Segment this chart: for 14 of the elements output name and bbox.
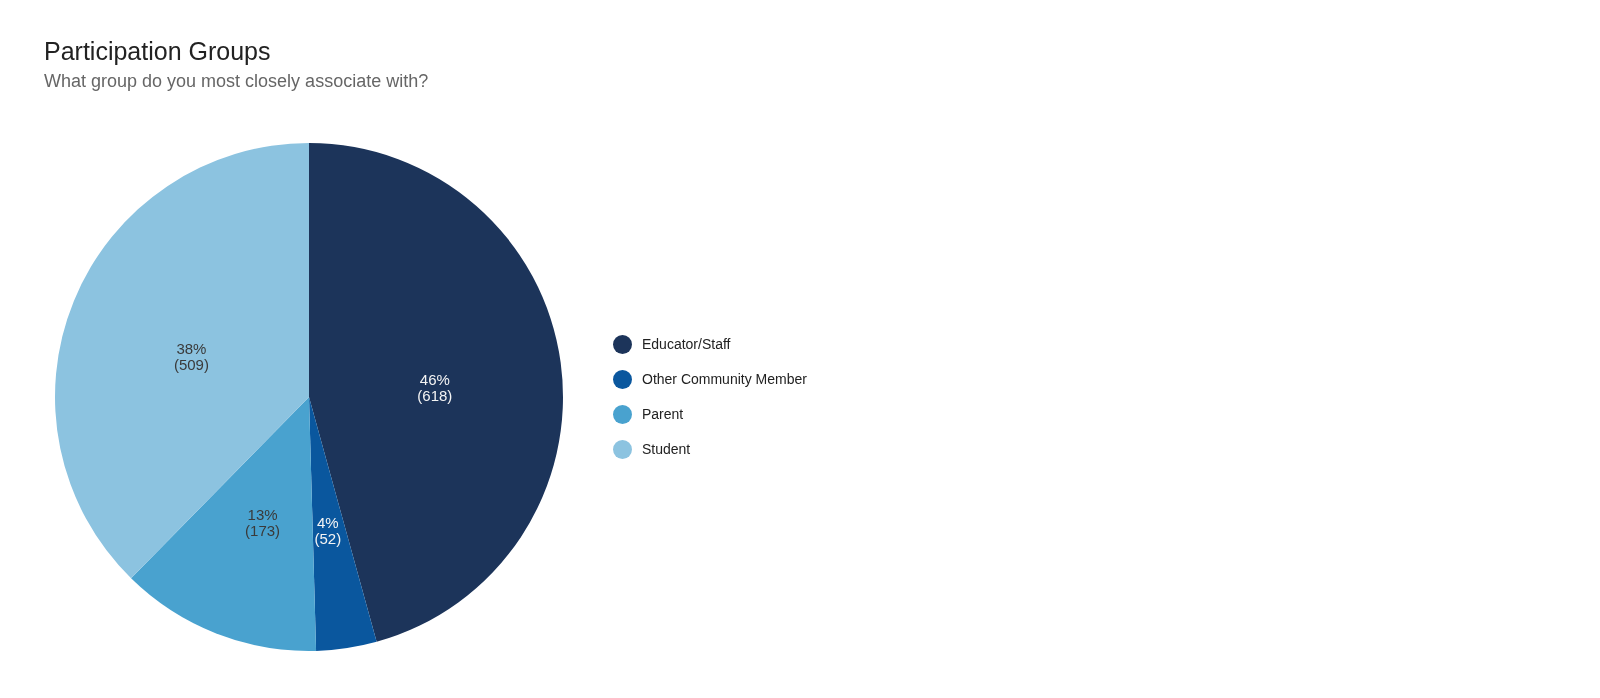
legend-label: Parent <box>642 405 684 422</box>
data-label: 38% (509) <box>173 339 209 373</box>
chart-subtitle: What group do you most closely associate with? <box>44 71 429 91</box>
legend-label: Educator/Staff <box>642 335 731 352</box>
data-label: 46% (618) <box>417 370 453 404</box>
pie-slice <box>309 397 377 651</box>
legend-label: Student <box>642 440 691 457</box>
pie-slice <box>131 397 317 651</box>
chart-title: Participation Groups <box>44 37 271 65</box>
pie-slice <box>309 143 563 642</box>
data-label: 13% (173) <box>245 506 281 540</box>
data-label: 4% (52) <box>314 513 342 547</box>
legend-label: Other Community Member <box>642 370 808 387</box>
pie-slice <box>55 143 309 579</box>
